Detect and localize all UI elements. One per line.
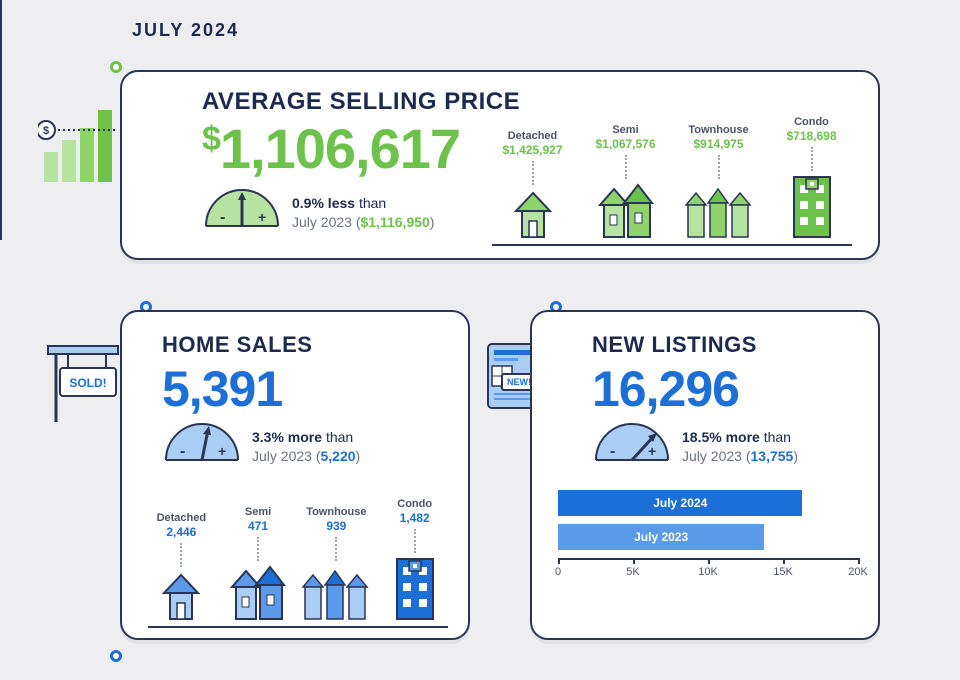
card-title: AVERAGE SELLING PRICE bbox=[202, 88, 520, 116]
axis-tick bbox=[558, 558, 560, 564]
breakdown-item: Condo$718,698 bbox=[771, 116, 852, 244]
dotted-connector bbox=[414, 529, 416, 553]
dotted-connector bbox=[532, 161, 534, 185]
breakdown-item: Detached2,446 bbox=[148, 512, 215, 626]
gauge-icon: - + bbox=[160, 420, 244, 464]
breakdown-value: $914,975 bbox=[693, 137, 743, 151]
gauge-icon: - + bbox=[590, 420, 674, 464]
breakdown-item: Townhouse$914,975 bbox=[678, 124, 759, 244]
building-icon bbox=[391, 555, 439, 626]
building-icon bbox=[788, 173, 836, 244]
x-axis: 05K10K15K20K bbox=[558, 558, 858, 582]
breakdown-value: $1,425,927 bbox=[502, 143, 562, 157]
bar-row: July 2024 bbox=[558, 490, 858, 516]
breakdown-value: $718,698 bbox=[786, 129, 836, 143]
building-icon bbox=[598, 181, 654, 244]
breakdown-value: 939 bbox=[326, 519, 346, 533]
svg-text:-: - bbox=[610, 443, 615, 460]
axis-tick-label: 5K bbox=[626, 566, 639, 578]
home-sales-card: HOME SALES 5,391 - + 3.3% more than July… bbox=[120, 310, 470, 640]
axis-tick-label: 10K bbox=[698, 566, 718, 578]
breakdown-label: Condo bbox=[794, 116, 829, 128]
svg-text:+: + bbox=[648, 443, 656, 459]
building-icon bbox=[160, 569, 202, 626]
svg-text:$: $ bbox=[43, 125, 49, 137]
connector-dot bbox=[110, 650, 122, 662]
breakdown-item: Detached$1,425,927 bbox=[492, 130, 573, 244]
dotted-connector bbox=[257, 537, 259, 561]
home-sales-delta: 3.3% more than July 2023 (5,220) bbox=[252, 428, 360, 466]
axis-tick-label: 0 bbox=[555, 566, 561, 578]
svg-text:-: - bbox=[180, 443, 185, 460]
new-listings-delta: 18.5% more than July 2023 (13,755) bbox=[682, 428, 798, 466]
bar: July 2024 bbox=[558, 490, 802, 516]
dotted-connector bbox=[180, 543, 182, 567]
breakdown-label: Detached bbox=[508, 130, 558, 142]
sold-badge-text: SOLD! bbox=[69, 376, 106, 390]
sold-sign-icon: SOLD! bbox=[38, 340, 122, 433]
breakdown-label: Detached bbox=[157, 512, 207, 524]
breakdown-value: 1,482 bbox=[400, 511, 430, 525]
building-icon bbox=[512, 187, 554, 244]
axis-tick bbox=[783, 558, 785, 564]
card-title: NEW LISTINGS bbox=[592, 332, 757, 358]
home-sales-breakdown: Detached2,446Semi471Townhouse939Condo1,4… bbox=[148, 488, 448, 628]
axis-tick-label: 20K bbox=[848, 566, 868, 578]
home-sales-value: 5,391 bbox=[162, 360, 282, 418]
new-listings-value: 16,296 bbox=[592, 360, 739, 418]
avg-price-value: $1,106,617 bbox=[202, 116, 460, 181]
svg-text:-: - bbox=[220, 209, 225, 226]
bar-label: July 2024 bbox=[653, 496, 707, 510]
breakdown-label: Townhouse bbox=[306, 506, 366, 518]
breakdown-item: Condo1,482 bbox=[381, 498, 448, 626]
building-icon bbox=[230, 563, 286, 626]
avg-price-card: AVERAGE SELLING PRICE $1,106,617 - + 0.9… bbox=[120, 70, 880, 260]
svg-text:+: + bbox=[218, 443, 226, 459]
building-icon bbox=[301, 563, 371, 626]
breakdown-label: Semi bbox=[245, 506, 271, 518]
bar-chart-icon: $ bbox=[38, 100, 116, 195]
gauge-icon: - + bbox=[200, 186, 284, 230]
dotted-connector bbox=[335, 537, 337, 561]
axis-tick bbox=[708, 558, 710, 564]
dotted-connector bbox=[811, 147, 813, 171]
building-icon bbox=[684, 181, 754, 244]
breakdown-item: Semi$1,067,576 bbox=[585, 124, 666, 244]
dotted-connector bbox=[625, 155, 627, 179]
breakdown-item: Townhouse939 bbox=[301, 506, 371, 626]
breakdown-label: Condo bbox=[397, 498, 432, 510]
period-label: JULY 2024 bbox=[132, 20, 239, 41]
breakdown-label: Townhouse bbox=[688, 124, 748, 136]
axis-tick bbox=[858, 558, 860, 564]
card-title: HOME SALES bbox=[162, 332, 312, 358]
breakdown-value: 2,446 bbox=[166, 525, 196, 539]
bar-row: July 2023 bbox=[558, 524, 858, 550]
svg-text:+: + bbox=[258, 209, 266, 225]
breakdown-item: Semi471 bbox=[225, 506, 292, 626]
dotted-connector bbox=[718, 155, 720, 179]
breakdown-label: Semi bbox=[612, 124, 638, 136]
bar: July 2023 bbox=[558, 524, 764, 550]
bar-label: July 2023 bbox=[634, 530, 688, 544]
breakdown-value: 471 bbox=[248, 519, 268, 533]
axis-tick bbox=[633, 558, 635, 564]
avg-price-delta: 0.9% less than July 2023 ($1,116,950) bbox=[292, 194, 434, 232]
breakdown-value: $1,067,576 bbox=[595, 137, 655, 151]
axis-tick-label: 15K bbox=[773, 566, 793, 578]
connector-dot bbox=[110, 61, 122, 73]
avg-price-breakdown: Detached$1,425,927Semi$1,067,576Townhous… bbox=[492, 96, 852, 246]
new-badge-text: NEW! bbox=[507, 377, 531, 387]
new-listings-card: NEW LISTINGS 16,296 - + 18.5% more than … bbox=[530, 310, 880, 640]
connector-line bbox=[0, 0, 2, 240]
new-listings-chart: July 2024July 202305K10K15K20K bbox=[558, 490, 858, 582]
